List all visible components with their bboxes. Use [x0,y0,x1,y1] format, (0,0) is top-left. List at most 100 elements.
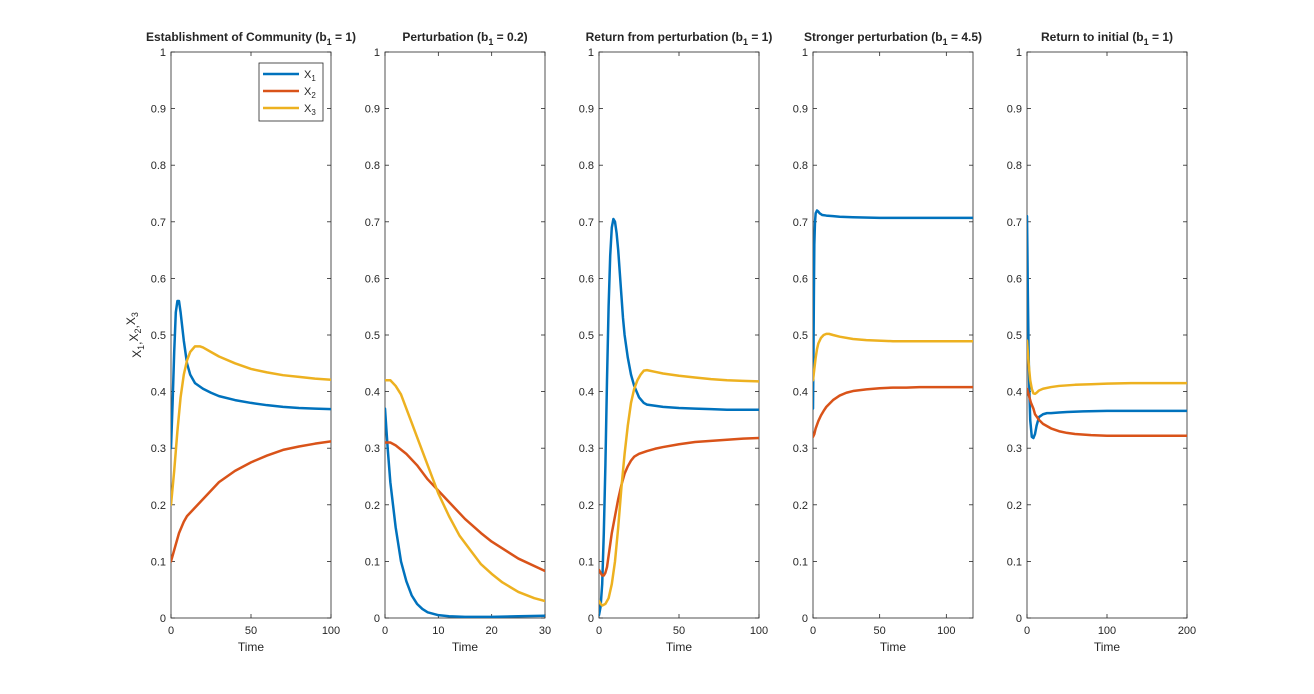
y-tick-label: 0.9 [1007,104,1022,116]
y-tick-label: 0.6 [151,273,166,285]
x-tick-label: 0 [596,625,602,637]
x-tick-label: 20 [486,625,498,637]
y-tick-label: 1 [160,47,166,59]
y-tick-label: 0.4 [793,387,808,399]
legend-label-x2: X2 [304,86,316,100]
y-tick-label: 0.5 [365,330,380,342]
y-tick-label: 0.4 [579,387,594,399]
y-tick-label: 0.4 [365,387,380,399]
subplot-title: Return from perturbation (b1 = 1) [586,30,773,47]
y-tick-label: 0 [374,613,380,625]
y-tick-label: 0.6 [365,273,380,285]
y-tick-label: 0.8 [151,160,166,172]
subplot-title: Stronger perturbation (b1 = 4.5) [804,30,982,47]
x-tick-label: 0 [810,625,816,637]
x-axis-label: Time [1094,640,1121,654]
y-tick-label: 0.2 [1007,500,1022,512]
y-tick-label: 0.3 [151,443,166,455]
x-tick-label: 100 [322,625,340,637]
x-tick-label: 100 [1098,625,1116,637]
subplot-2: 00.10.20.30.40.50.60.70.80.910 10 20 30Pert… [365,30,551,654]
legend: X1 X2 X3 [258,62,324,122]
y-tick-label: 0.3 [793,443,808,455]
x-tick-label: 0 [382,625,388,637]
y-tick-label: 0.1 [1007,556,1022,568]
y-tick-label: 0.8 [579,160,594,172]
subplot-1: 0 0.1 0.2 0.3 0.4 0.5 0.6 0.7 0.8 0.9 1 0 50 100 Estab… [146,30,356,654]
x-tick-label: 50 [245,625,257,637]
y-tick-label: 0.7 [579,217,594,229]
y-tick-label: 0.5 [151,330,166,342]
series-line-x1 [171,299,331,450]
y-tick-label: 0.2 [579,500,594,512]
y-tick-label: 0.9 [151,104,166,116]
y-tick-label: 0 [588,613,594,625]
y-tick-label: 1 [374,47,380,59]
series-line-x1 [385,407,545,618]
series-line-x3 [1027,339,1187,396]
plot-area [812,51,974,619]
y-tick-label: 0.4 [1007,387,1022,399]
y-tick-label: 0.7 [151,217,166,229]
y-tick-label: 1 [588,47,594,59]
y-tick-label: 0.2 [151,500,166,512]
subplot-title: Perturbation (b1 = 0.2) [402,30,527,47]
y-tick-label: 0 [160,613,166,625]
x-tick-label: 30 [539,625,551,637]
series-line-x2 [599,436,759,577]
series-line-x3 [171,345,331,507]
y-tick-label: 0.3 [579,443,594,455]
x-tick-label: 0 [168,625,174,637]
y-tick-label: 0 [1016,613,1022,625]
y-tick-label: 0.9 [579,104,594,116]
y-tick-label: 0.6 [793,273,808,285]
y-tick-label: 0.6 [579,273,594,285]
series-line-x2 [171,440,331,563]
y-tick-label: 0.1 [793,556,808,568]
x-tick-label: 0 [1024,625,1030,637]
y-tick-label: 0.6 [1007,273,1022,285]
series-line-x3 [385,379,545,603]
y-tick-label: 0.3 [1007,443,1022,455]
plot-area [170,51,332,619]
y-tick-label: 0.5 [793,330,808,342]
y-tick-label: 0.9 [365,104,380,116]
x-tick-label: 50 [673,625,685,637]
y-tick-label: 0.8 [793,160,808,172]
x-axis-label: Time [880,640,907,654]
y-tick-label: 0.2 [793,500,808,512]
y-tick-label: 0.7 [365,217,380,229]
x-axis-label: Time [666,640,693,654]
y-tick-label: 1 [802,47,808,59]
y-tick-label: 0.5 [1007,330,1022,342]
y-tick-label: 0.1 [579,556,594,568]
series-line-x1 [599,217,759,617]
y-tick-label: 0.4 [151,387,166,399]
y-tick-label: 0.5 [579,330,594,342]
subplot-5: 0 0.1 0.2 0.3 0.4 0.5 0.6 0.7 0.8 0.9 1 0 100 200 Retu… [1007,30,1196,654]
series-line-x3 [599,368,759,607]
y-tick-label: 0.7 [1007,217,1022,229]
y-tick-label: 0.8 [1007,160,1022,172]
x-tick-label: 200 [1178,625,1196,637]
series-line-x3 [813,332,973,382]
x-tick-label: 100 [750,625,768,637]
y-tick-label: 0.3 [365,443,380,455]
y-tick-label: 0.9 [793,104,808,116]
subplot-4: 0 0.1 0.2 0.3 0.4 0.5 0.6 0.7 0.8 0.9 1 0 50 100 Stron… [793,30,982,654]
y-tick-label: 0.2 [365,500,380,512]
x-tick-label: 50 [874,625,886,637]
x-tick-label: 10 [432,625,444,637]
legend-label-x3: X3 [304,103,316,117]
y-tick-label: 0.7 [793,217,808,229]
subplot-title: Establishment of Community (b1 = 1) [146,30,356,47]
series-line-x2 [813,385,973,439]
x-axis-label: Time [452,640,479,654]
x-tick-label: 100 [937,625,955,637]
subplot-title: Return to initial (b1 = 1) [1041,30,1173,47]
subplot-3: 0 0.1 0.2 0.3 0.4 0.5 0.6 0.7 0.8 0.9 1 0 50 100 Retur… [579,30,773,654]
x-axis-label: Time [238,640,265,654]
y-tick-label: 0.8 [365,160,380,172]
plot-area [598,51,760,619]
